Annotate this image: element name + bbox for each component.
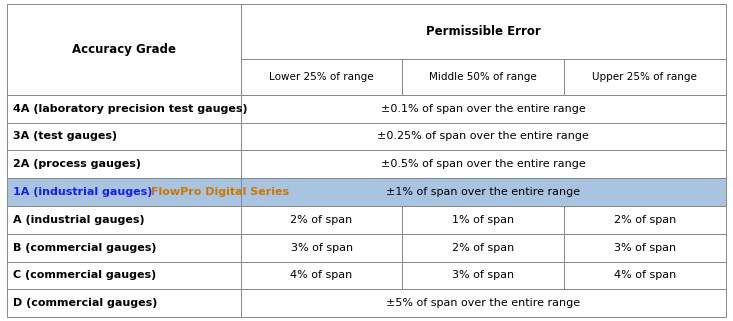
Bar	[402, 234, 564, 262]
Text: 2A (process gauges): 2A (process gauges)	[13, 159, 141, 169]
Bar	[564, 234, 726, 262]
Text: C (commercial gauges): C (commercial gauges)	[13, 270, 156, 281]
Bar	[402, 262, 564, 289]
Bar	[564, 206, 726, 234]
Text: 2% of span: 2% of span	[290, 215, 353, 225]
Bar	[240, 289, 726, 317]
Bar	[240, 123, 726, 150]
Text: 2% of span: 2% of span	[452, 243, 515, 253]
Bar	[240, 206, 402, 234]
Text: 3A (test gauges): 3A (test gauges)	[13, 131, 117, 142]
Bar	[7, 178, 240, 206]
Bar	[240, 262, 402, 289]
Text: 1% of span: 1% of span	[452, 215, 515, 225]
Text: FlowPro Digital Series: FlowPro Digital Series	[151, 187, 289, 197]
Bar	[7, 206, 240, 234]
Bar	[7, 289, 240, 317]
Text: 4A (laboratory precision test gauges): 4A (laboratory precision test gauges)	[13, 104, 248, 114]
Bar	[240, 4, 726, 59]
Text: ±0.25% of span over the entire range: ±0.25% of span over the entire range	[377, 131, 589, 142]
Text: B (commercial gauges): B (commercial gauges)	[13, 243, 157, 253]
Text: D (commercial gauges): D (commercial gauges)	[13, 298, 158, 308]
Bar	[240, 150, 726, 178]
Bar	[402, 59, 564, 95]
Text: Upper 25% of range: Upper 25% of range	[592, 72, 697, 82]
Text: 3% of span: 3% of span	[290, 243, 353, 253]
Text: ±5% of span over the entire range: ±5% of span over the entire range	[386, 298, 581, 308]
Text: 2% of span: 2% of span	[614, 215, 676, 225]
Bar	[7, 123, 240, 150]
Text: ±1% of span over the entire range: ±1% of span over the entire range	[386, 187, 581, 197]
Text: 4% of span: 4% of span	[614, 270, 676, 281]
Bar	[564, 262, 726, 289]
Bar	[240, 59, 402, 95]
Bar	[240, 234, 402, 262]
Text: ±0.5% of span over the entire range: ±0.5% of span over the entire range	[381, 159, 586, 169]
Bar	[7, 150, 240, 178]
Bar	[402, 206, 564, 234]
Text: A (industrial gauges): A (industrial gauges)	[13, 215, 145, 225]
Bar	[564, 59, 726, 95]
Text: Permissible Error: Permissible Error	[426, 25, 541, 38]
Text: 3% of span: 3% of span	[452, 270, 515, 281]
Bar	[240, 178, 726, 206]
Text: 3% of span: 3% of span	[614, 243, 676, 253]
Text: 4% of span: 4% of span	[290, 270, 353, 281]
Bar	[7, 262, 240, 289]
Text: ±0.1% of span over the entire range: ±0.1% of span over the entire range	[381, 104, 586, 114]
Text: Accuracy Grade: Accuracy Grade	[72, 43, 176, 56]
Text: Lower 25% of range: Lower 25% of range	[269, 72, 374, 82]
Bar	[7, 234, 240, 262]
Text: 1A (industrial gauges): 1A (industrial gauges)	[13, 187, 152, 197]
Bar	[7, 4, 240, 95]
Text: Middle 50% of range: Middle 50% of range	[430, 72, 537, 82]
Bar	[240, 95, 726, 123]
Bar	[7, 95, 240, 123]
